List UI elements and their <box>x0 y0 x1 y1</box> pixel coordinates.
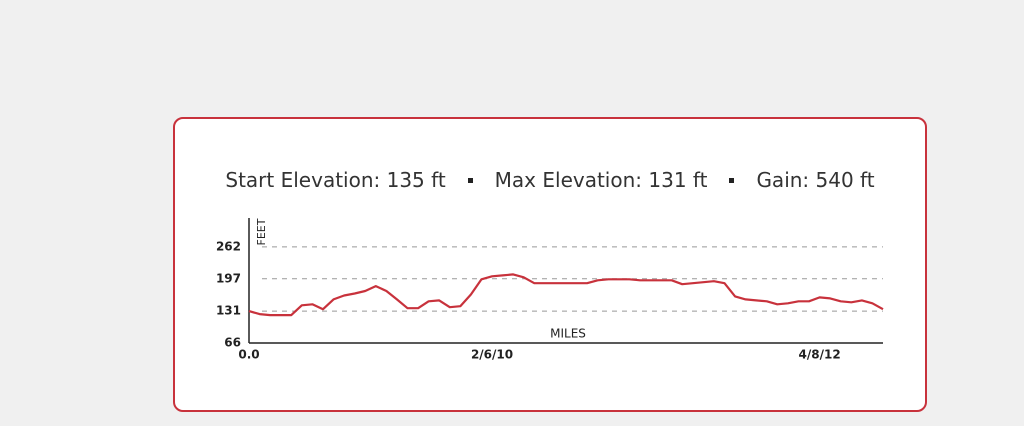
stat-max: Max Elevation: 131 ft <box>494 168 708 192</box>
x-tick-label: 2/6/10 <box>471 348 513 362</box>
elevation-line <box>248 273 884 317</box>
separator <box>729 177 735 183</box>
stat-start: Start Elevation: 135 ft <box>225 168 446 192</box>
stats-row: Start Elevation: 135 ft Max Elevation: 1… <box>173 168 927 192</box>
y-tick-label: 66 <box>224 336 241 350</box>
stat-gain: Gain: 540 ft <box>756 168 875 192</box>
y-tick-label: 131 <box>216 304 241 318</box>
elevation-card <box>173 117 927 412</box>
y-tick-label: 197 <box>216 271 241 285</box>
x-axis-title: MILES <box>550 327 586 341</box>
x-tick-label: 0.0 <box>238 348 259 362</box>
separator <box>467 177 473 183</box>
y-tick-label: 262 <box>216 239 241 253</box>
y-axis-title: FEET <box>255 218 268 245</box>
x-tick-label: 4/8/12 <box>799 348 841 362</box>
